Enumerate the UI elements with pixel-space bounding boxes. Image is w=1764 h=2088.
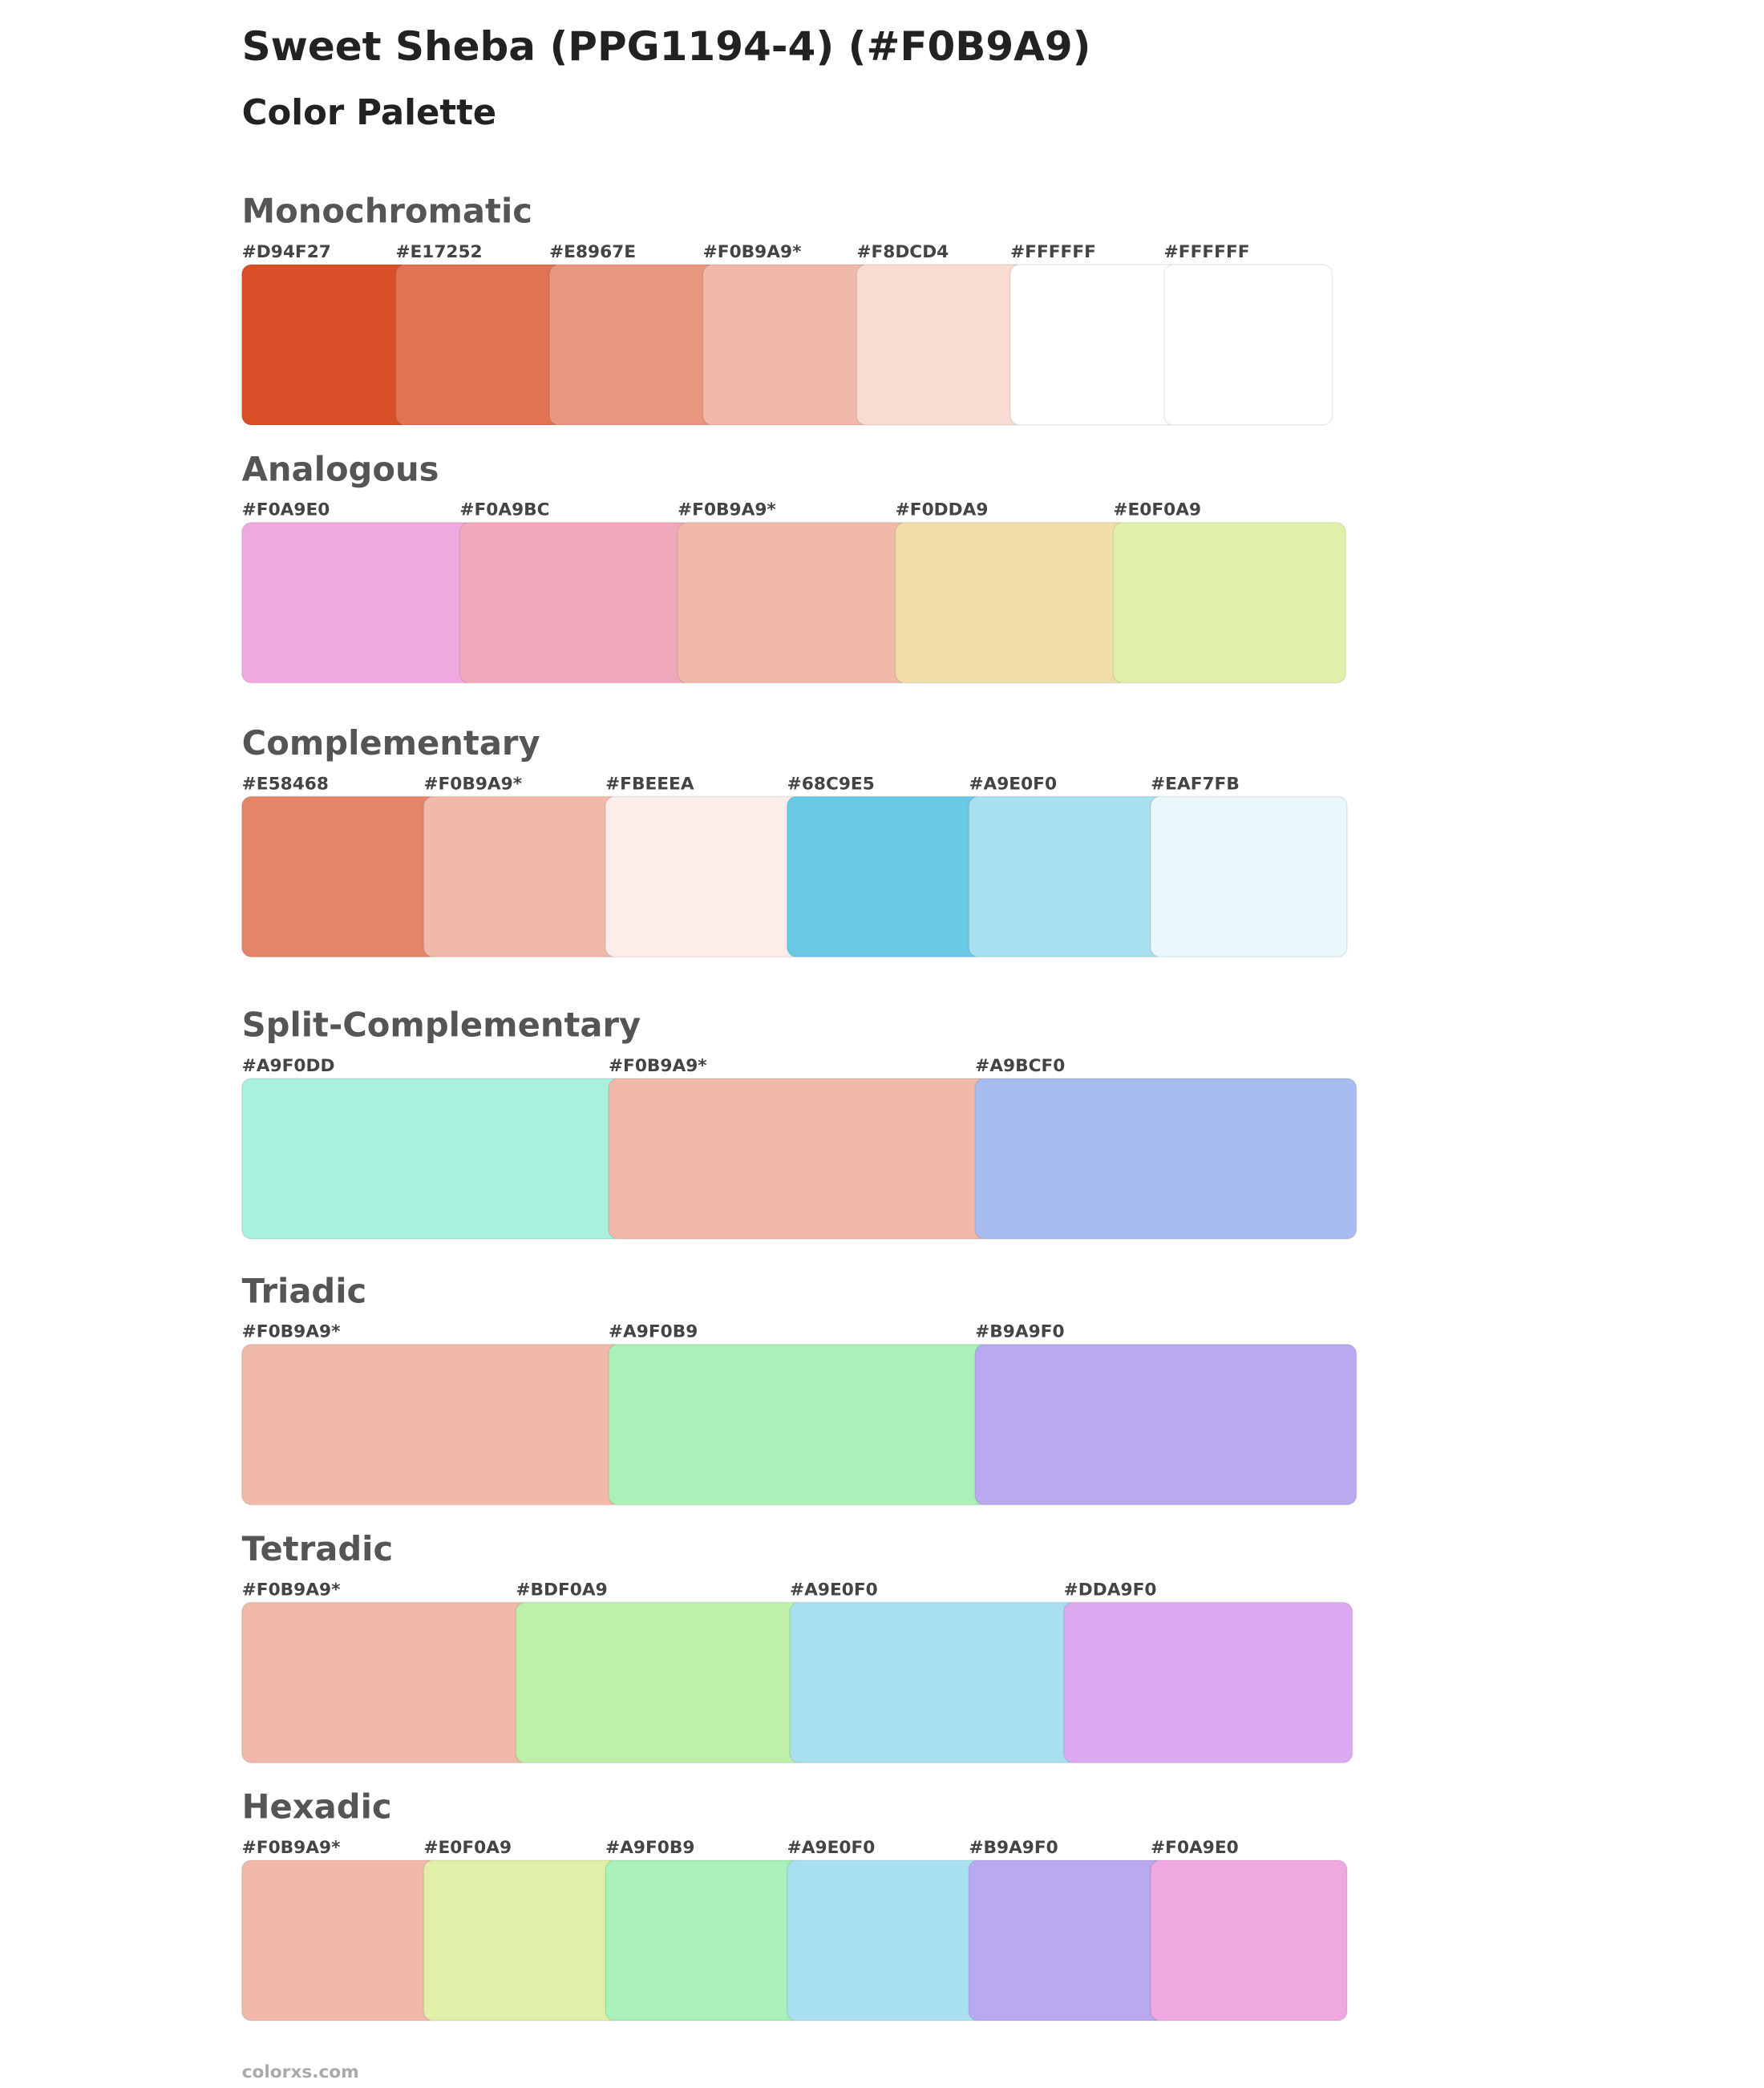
- swatch-label: #A9E0F0: [969, 774, 1057, 794]
- color-swatch: [1112, 521, 1347, 684]
- swatch-label: #E58468: [242, 774, 329, 794]
- swatch-label: #F0B9A9*: [609, 1056, 707, 1076]
- color-swatch: [605, 1859, 803, 2021]
- color-swatch: [968, 1859, 1167, 2021]
- color-swatch: [423, 795, 621, 958]
- color-swatch: [241, 521, 475, 684]
- color-swatch: [894, 521, 1129, 684]
- section-heading: Triadic: [242, 1271, 367, 1310]
- swatch-label: #B9A9F0: [969, 1838, 1058, 1858]
- color-swatch: [1150, 795, 1348, 958]
- swatch-label: #F8DCD4: [856, 242, 949, 262]
- color-swatch: [608, 1343, 991, 1506]
- swatch-label: #F0B9A9*: [242, 1838, 341, 1858]
- swatch-label: #68C9E5: [787, 774, 875, 794]
- swatch-label: #E17252: [395, 242, 482, 262]
- swatch-label: #A9F0B9: [609, 1322, 698, 1342]
- swatch-label: #E8967E: [549, 242, 636, 262]
- section-heading: Tetradic: [242, 1529, 394, 1568]
- swatch-label: #F0B9A9*: [242, 1322, 341, 1342]
- swatch-label: #F0A9E0: [242, 500, 330, 520]
- color-swatch: [1163, 264, 1333, 426]
- color-swatch: [241, 1601, 532, 1764]
- swatch-label: #F0B9A9*: [423, 774, 522, 794]
- section-heading: Analogous: [242, 449, 439, 488]
- section-heading: Monochromatic: [242, 192, 532, 231]
- swatch-label: #F0B9A9*: [242, 1580, 341, 1600]
- color-swatch: [856, 264, 1026, 426]
- section-heading: Split-Complementary: [242, 1006, 641, 1045]
- color-swatch: [394, 264, 565, 426]
- swatch-label: #FBEEEA: [605, 774, 694, 794]
- color-swatch: [548, 264, 718, 426]
- swatch-label: #FFFFFF: [1010, 242, 1096, 262]
- swatch-label: #E0F0A9: [423, 1838, 512, 1858]
- color-swatch: [1062, 1601, 1353, 1764]
- color-swatch: [608, 1078, 991, 1240]
- color-swatch: [1150, 1859, 1348, 2021]
- color-swatch: [241, 1343, 625, 1506]
- color-swatch: [423, 1859, 621, 2021]
- color-swatch: [789, 1601, 1079, 1764]
- color-swatch: [241, 1859, 439, 2021]
- footer: colorxs.com: [242, 2062, 359, 2082]
- page-subtitle: Color Palette: [242, 93, 497, 133]
- color-swatch: [459, 521, 694, 684]
- swatch-label: #A9F0DD: [242, 1056, 335, 1076]
- swatch-label: #D94F27: [242, 242, 331, 262]
- swatch-label: #F0B9A9*: [678, 500, 776, 520]
- swatch-label: #FFFFFF: [1164, 242, 1250, 262]
- page-title: Sweet Sheba (PPG1194-4) (#F0B9A9): [242, 23, 1091, 70]
- swatch-label: #F0A9E0: [1151, 1838, 1239, 1858]
- swatch-label: #A9BCF0: [975, 1056, 1065, 1076]
- swatch-label: #E0F0A9: [1113, 500, 1201, 520]
- color-swatch: [241, 1078, 625, 1240]
- swatch-label: #A9F0B9: [605, 1838, 694, 1858]
- color-swatch: [605, 795, 803, 958]
- color-swatch: [1009, 264, 1179, 426]
- swatch-label: #EAF7FB: [1151, 774, 1240, 794]
- color-swatch: [241, 795, 439, 958]
- swatch-label: #F0A9BC: [459, 500, 549, 520]
- color-swatch: [786, 1859, 985, 2021]
- color-swatch: [974, 1343, 1357, 1506]
- color-swatch: [677, 521, 911, 684]
- color-swatch: [702, 264, 872, 426]
- swatch-label: #A9E0F0: [787, 1838, 876, 1858]
- color-swatch: [241, 264, 411, 426]
- color-swatch: [786, 795, 985, 958]
- swatch-label: #B9A9F0: [975, 1322, 1064, 1342]
- section-heading: Hexadic: [242, 1787, 392, 1827]
- swatch-label: #BDF0A9: [516, 1580, 607, 1600]
- swatch-label: #F0B9A9*: [703, 242, 802, 262]
- swatch-label: #F0DDA9: [896, 500, 989, 520]
- color-swatch: [974, 1078, 1357, 1240]
- color-swatch: [515, 1601, 806, 1764]
- swatch-label: #DDA9F0: [1064, 1580, 1157, 1600]
- swatch-label: #A9E0F0: [790, 1580, 878, 1600]
- color-swatch: [968, 795, 1167, 958]
- section-heading: Complementary: [242, 723, 540, 763]
